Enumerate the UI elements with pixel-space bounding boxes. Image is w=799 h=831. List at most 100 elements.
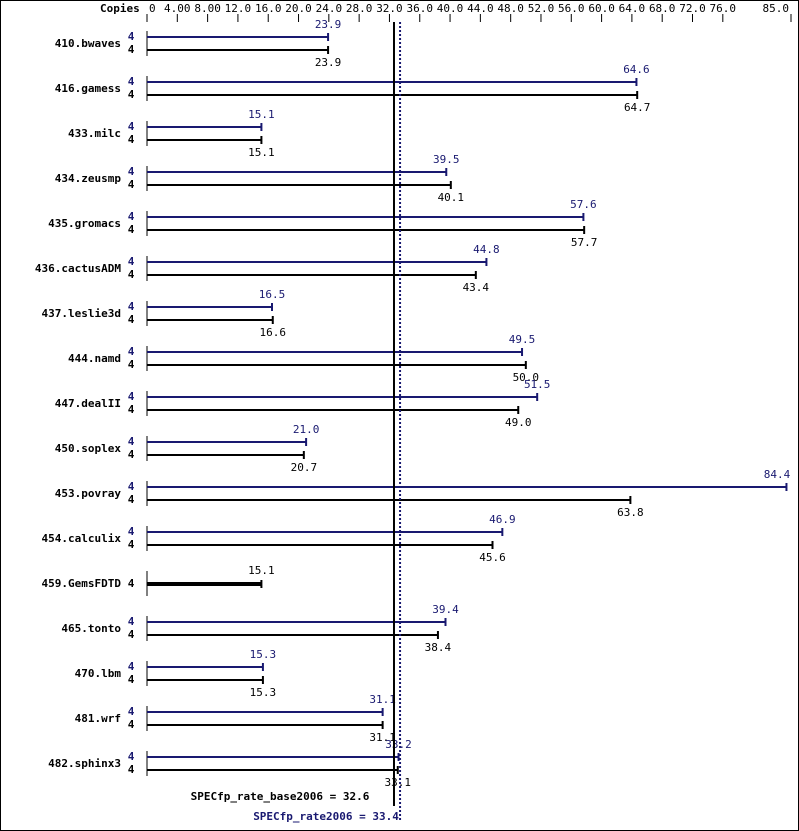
x-tick-label: 12.0 xyxy=(225,2,252,15)
benchmark-label: 436.cactusADM xyxy=(35,262,121,275)
value-label: 39.4 xyxy=(432,603,459,616)
benchmark-label: 465.tonto xyxy=(61,622,121,635)
benchmark-label: 410.bwaves xyxy=(55,37,121,50)
x-tick-label: 8.00 xyxy=(194,2,221,15)
value-label: 15.1 xyxy=(248,146,275,159)
x-tick-label: 32.0 xyxy=(376,2,403,15)
copies-label: 4 xyxy=(128,435,135,448)
x-tick-label: 44.0 xyxy=(467,2,494,15)
benchmark-label: 416.gamess xyxy=(55,82,121,95)
copies-label: 4 xyxy=(128,223,135,236)
benchmark-label: 454.calculix xyxy=(42,532,122,545)
copies-label: 4 xyxy=(128,313,135,326)
x-tick-label: 28.0 xyxy=(346,2,373,15)
copies-label: 4 xyxy=(128,403,135,416)
value-label: 50.0 xyxy=(513,371,540,384)
copies-label: 4 xyxy=(128,705,135,718)
value-label: 15.1 xyxy=(248,108,275,121)
benchmark-label: 482.sphinx3 xyxy=(48,757,121,770)
benchmark-label: 434.zeusmp xyxy=(55,172,122,185)
x-tick-label: 20.0 xyxy=(285,2,312,15)
copies-label: 4 xyxy=(128,538,135,551)
reference-label: SPECfp_rate_base2006 = 32.6 xyxy=(191,790,370,803)
copies-label: 4 xyxy=(128,673,135,686)
copies-label: 4 xyxy=(128,660,135,673)
x-tick-label: 76.0 xyxy=(710,2,737,15)
x-tick-label: 56.0 xyxy=(558,2,585,15)
benchmark-label: 447.dealII xyxy=(55,397,121,410)
x-tick-label: 36.0 xyxy=(407,2,434,15)
value-label: 31.1 xyxy=(369,731,396,744)
value-label: 46.9 xyxy=(489,513,516,526)
value-label: 38.4 xyxy=(425,641,452,654)
x-tick-label: 0 xyxy=(149,2,156,15)
benchmark-label: 437.leslie3d xyxy=(42,307,121,320)
value-label: 23.9 xyxy=(315,18,342,31)
copies-label: 4 xyxy=(128,577,135,590)
value-label: 15.3 xyxy=(250,648,277,661)
copies-label: 4 xyxy=(128,88,135,101)
copies-label: 4 xyxy=(128,255,135,268)
value-label: 40.1 xyxy=(438,191,465,204)
value-label: 44.8 xyxy=(473,243,500,256)
copies-label: 4 xyxy=(128,628,135,641)
x-tick-label: 52.0 xyxy=(528,2,555,15)
copies-label: 4 xyxy=(128,120,135,133)
value-label: 57.6 xyxy=(570,198,597,211)
value-label: 21.0 xyxy=(293,423,320,436)
x-tick-label: 72.0 xyxy=(679,2,706,15)
copies-label: 4 xyxy=(128,30,135,43)
copies-label: 4 xyxy=(128,763,135,776)
value-label: 39.5 xyxy=(433,153,460,166)
copies-label: 4 xyxy=(128,345,135,358)
value-label: 43.4 xyxy=(463,281,490,294)
benchmark-label: 453.povray xyxy=(55,487,122,500)
x-tick-label: 4.00 xyxy=(164,2,191,15)
value-label: 16.5 xyxy=(259,288,286,301)
copies-label: 4 xyxy=(128,493,135,506)
value-label: 45.6 xyxy=(479,551,506,564)
benchmark-label: 481.wrf xyxy=(75,712,121,725)
x-tick-label: 40.0 xyxy=(437,2,464,15)
benchmark-label: 435.gromacs xyxy=(48,217,121,230)
copies-label: 4 xyxy=(128,300,135,313)
value-label: 31.1 xyxy=(369,693,396,706)
benchmark-label: 450.soplex xyxy=(55,442,122,455)
value-label: 49.0 xyxy=(505,416,532,429)
copies-label: 4 xyxy=(128,178,135,191)
value-label: 64.6 xyxy=(623,63,650,76)
value-label: 16.6 xyxy=(260,326,287,339)
value-label: 64.7 xyxy=(624,101,651,114)
value-label: 15.1 xyxy=(248,564,275,577)
value-label: 51.5 xyxy=(524,378,551,391)
value-label: 63.8 xyxy=(617,506,644,519)
copies-label: 4 xyxy=(128,165,135,178)
copies-label: 4 xyxy=(128,210,135,223)
copies-label: 4 xyxy=(128,718,135,731)
copies-label: 4 xyxy=(128,75,135,88)
benchmark-label: 470.lbm xyxy=(75,667,122,680)
benchmark-label: 444.namd xyxy=(68,352,121,365)
x-tick-label: 85.0 xyxy=(763,2,790,15)
x-tick-label: 60.0 xyxy=(588,2,615,15)
benchmark-label: 459.GemsFDTD xyxy=(42,577,122,590)
value-label: 57.7 xyxy=(571,236,598,249)
value-label: 23.9 xyxy=(315,56,342,69)
copies-label: 4 xyxy=(128,525,135,538)
benchmark-label: 433.milc xyxy=(68,127,121,140)
x-tick-label: 16.0 xyxy=(255,2,282,15)
x-tick-label: 24.0 xyxy=(316,2,343,15)
copies-label: 4 xyxy=(128,43,135,56)
value-label: 49.5 xyxy=(509,333,536,346)
value-label: 33.1 xyxy=(385,776,412,789)
value-label: 15.3 xyxy=(250,686,277,699)
x-tick-label: 64.0 xyxy=(619,2,646,15)
x-tick-label: 48.0 xyxy=(497,2,524,15)
copies-label: 4 xyxy=(128,448,135,461)
reference-label: SPECfp_rate2006 = 33.4 xyxy=(253,810,399,823)
value-label: 20.7 xyxy=(291,461,318,474)
copies-label: 4 xyxy=(128,615,135,628)
copies-label: 4 xyxy=(128,390,135,403)
